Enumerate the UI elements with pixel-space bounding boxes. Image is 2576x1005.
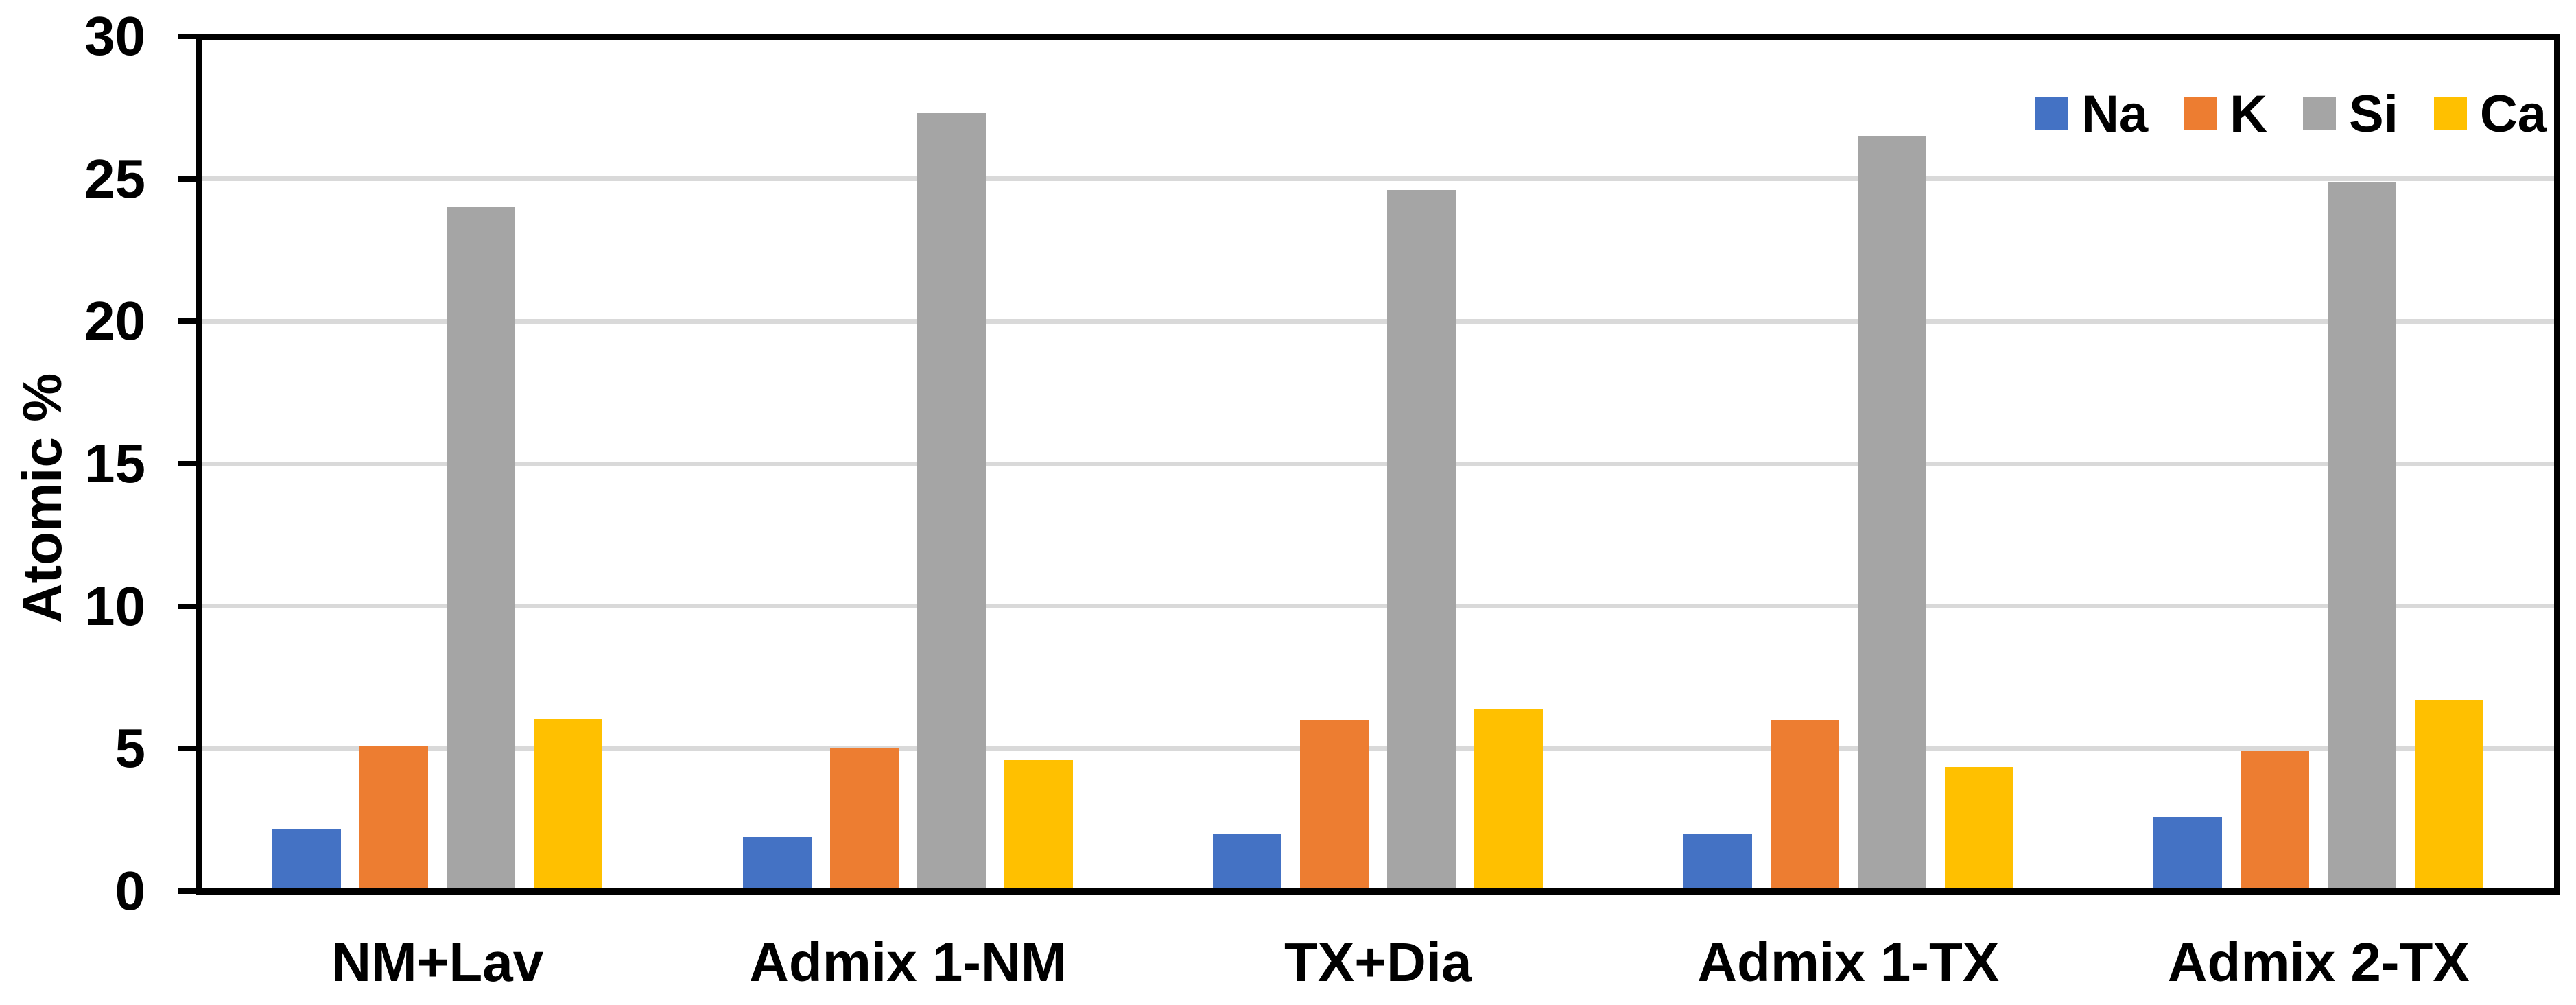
plot-border-right [2553, 33, 2560, 895]
legend-swatch-k-icon [2184, 97, 2217, 130]
bar-na-1 [272, 828, 342, 888]
y-tick-label-0: 0 [115, 860, 146, 921]
y-tick-label-15: 15 [84, 433, 145, 494]
category-label-3: TX+Dia [1284, 932, 1472, 993]
bar-ca-2 [1004, 759, 1073, 888]
gridline-20 [202, 318, 2554, 324]
plot-border-top [196, 33, 2560, 40]
category-label-1: NM+Lav [331, 932, 544, 993]
bar-ca-5 [2415, 700, 2484, 888]
y-axis-tick-5 [178, 746, 196, 752]
bar-si-2 [917, 113, 986, 888]
category-label-2: Admix 1-NM [749, 932, 1067, 993]
legend-swatch-ca-icon [2433, 97, 2467, 130]
legend-swatch-na-icon [2035, 97, 2068, 130]
bar-ca-1 [534, 718, 603, 888]
bar-na-2 [742, 837, 812, 888]
legend: Na K Si Ca [2035, 84, 2547, 144]
bar-ca-4 [1944, 767, 2013, 888]
gridline-10 [202, 604, 2554, 609]
bar-si-5 [2328, 181, 2397, 888]
legend-item-ca: Ca [2433, 84, 2547, 144]
y-axis-tick-20 [178, 318, 196, 324]
legend-label-k: K [2230, 84, 2268, 143]
legend-item-k: K [2184, 84, 2267, 144]
y-axis-tick-0 [178, 888, 196, 894]
bar-k-5 [2241, 751, 2310, 888]
bar-k-4 [1770, 720, 1839, 888]
y-tick-label-30: 30 [84, 5, 145, 67]
bar-k-3 [1300, 720, 1369, 888]
legend-label-si: Si [2349, 84, 2398, 143]
bar-si-1 [447, 207, 516, 888]
legend-swatch-si-icon [2303, 97, 2337, 130]
y-tick-label-20: 20 [84, 290, 145, 352]
bar-na-4 [1683, 833, 1752, 888]
category-label-4: Admix 1-TX [1697, 932, 2000, 993]
legend-label-ca: Ca [2479, 84, 2547, 143]
gridline-25 [202, 176, 2554, 182]
y-axis-tick-25 [178, 176, 196, 182]
legend-label-na: Na [2081, 84, 2149, 143]
y-axis-line [196, 33, 202, 895]
gridline-15 [202, 461, 2554, 466]
category-label-5: Admix 2-TX [2167, 932, 2470, 993]
y-axis-tick-10 [178, 603, 196, 609]
bar-si-3 [1387, 190, 1456, 888]
gridline-5 [202, 746, 2554, 751]
y-tick-label-25: 25 [84, 147, 145, 209]
x-axis-line [196, 888, 2560, 895]
bar-ca-3 [1474, 709, 1544, 888]
legend-item-na: Na [2035, 84, 2148, 144]
bar-k-1 [359, 746, 429, 888]
legend-item-si: Si [2303, 84, 2398, 144]
y-axis-tick-30 [178, 34, 196, 39]
bar-na-3 [1213, 833, 1282, 888]
y-axis-tick-15 [178, 461, 196, 466]
bar-si-4 [1857, 136, 1926, 888]
bar-k-2 [829, 748, 899, 888]
bar-na-5 [2153, 817, 2223, 888]
y-tick-label-5: 5 [115, 718, 146, 779]
y-tick-label-10: 10 [84, 575, 145, 637]
